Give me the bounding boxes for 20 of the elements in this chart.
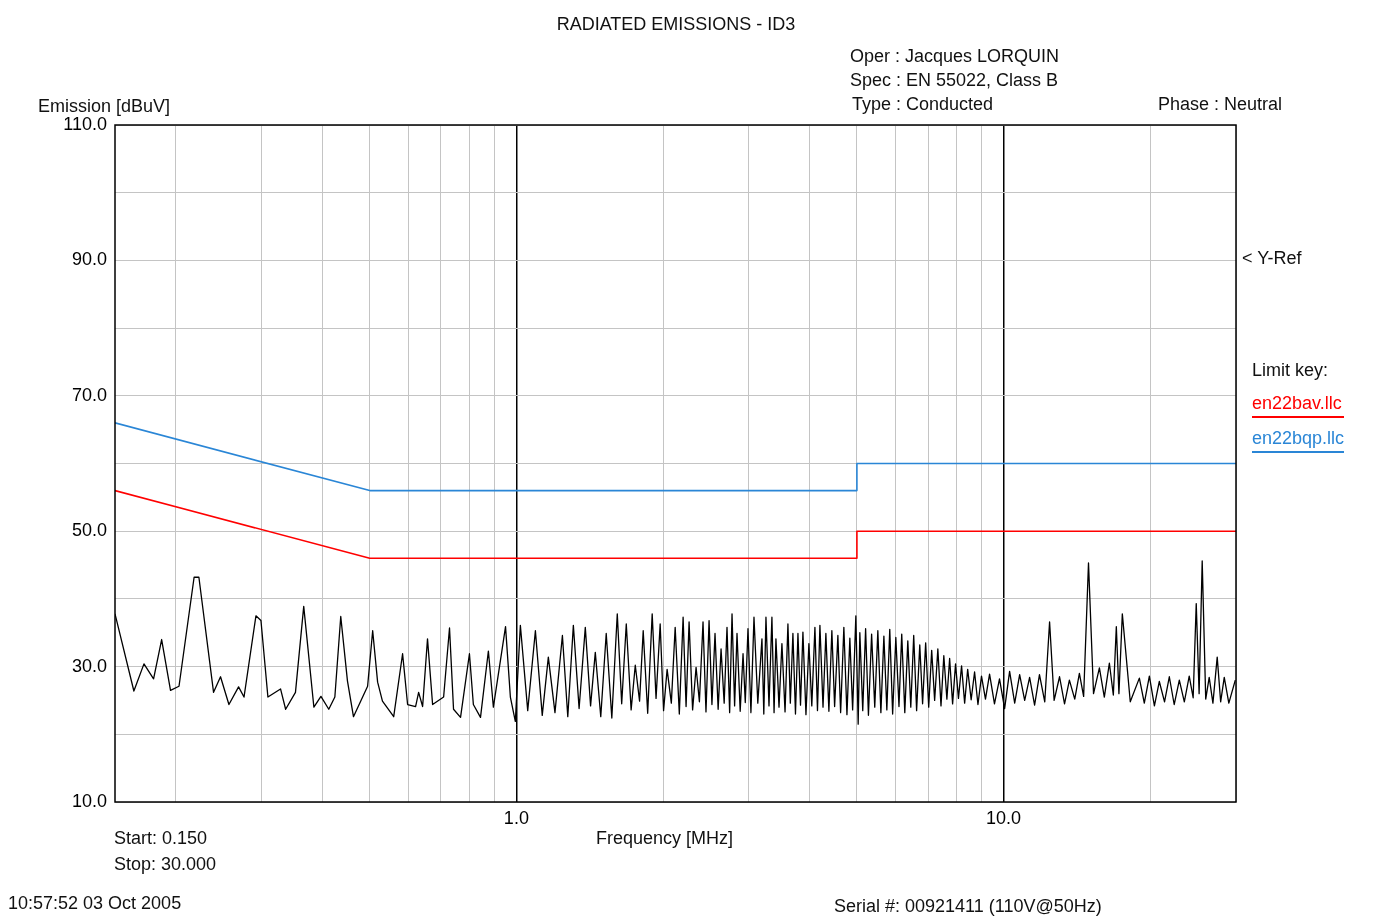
y-tick-label: 30.0 xyxy=(71,655,107,676)
text: Serial #: 00921411 (110V@50Hz) xyxy=(834,896,1102,917)
text: Type : Conducted xyxy=(852,94,994,115)
text: Spec : EN 55022, Class B xyxy=(850,70,1059,91)
text: < Y-Ref xyxy=(1242,248,1302,269)
text: Phase : Neutral xyxy=(1158,94,1283,115)
y-tick-label: 70.0 xyxy=(71,384,107,405)
text: en22bav.llc xyxy=(1252,393,1344,418)
x-tick-label: 1.0 xyxy=(503,807,529,828)
y-tick-label: 10.0 xyxy=(71,790,107,811)
series-label: en22bqp.llc xyxy=(1252,428,1345,453)
text: Oper : Jacques LORQUIN xyxy=(850,46,1060,67)
chart-title: RADIATED EMISSIONS - ID3 xyxy=(555,14,797,35)
y-tick-label: 90.0 xyxy=(71,249,107,270)
y-tick-label: 50.0 xyxy=(71,520,107,541)
text: Stop: 30.000 xyxy=(114,854,217,875)
text: Start: 0.150 xyxy=(114,828,208,849)
text: 10:57:52 03 Oct 2005 xyxy=(8,893,182,914)
x-axis-title: Frequency [MHz] xyxy=(596,828,734,849)
legend-title: Limit key: xyxy=(1252,360,1330,381)
